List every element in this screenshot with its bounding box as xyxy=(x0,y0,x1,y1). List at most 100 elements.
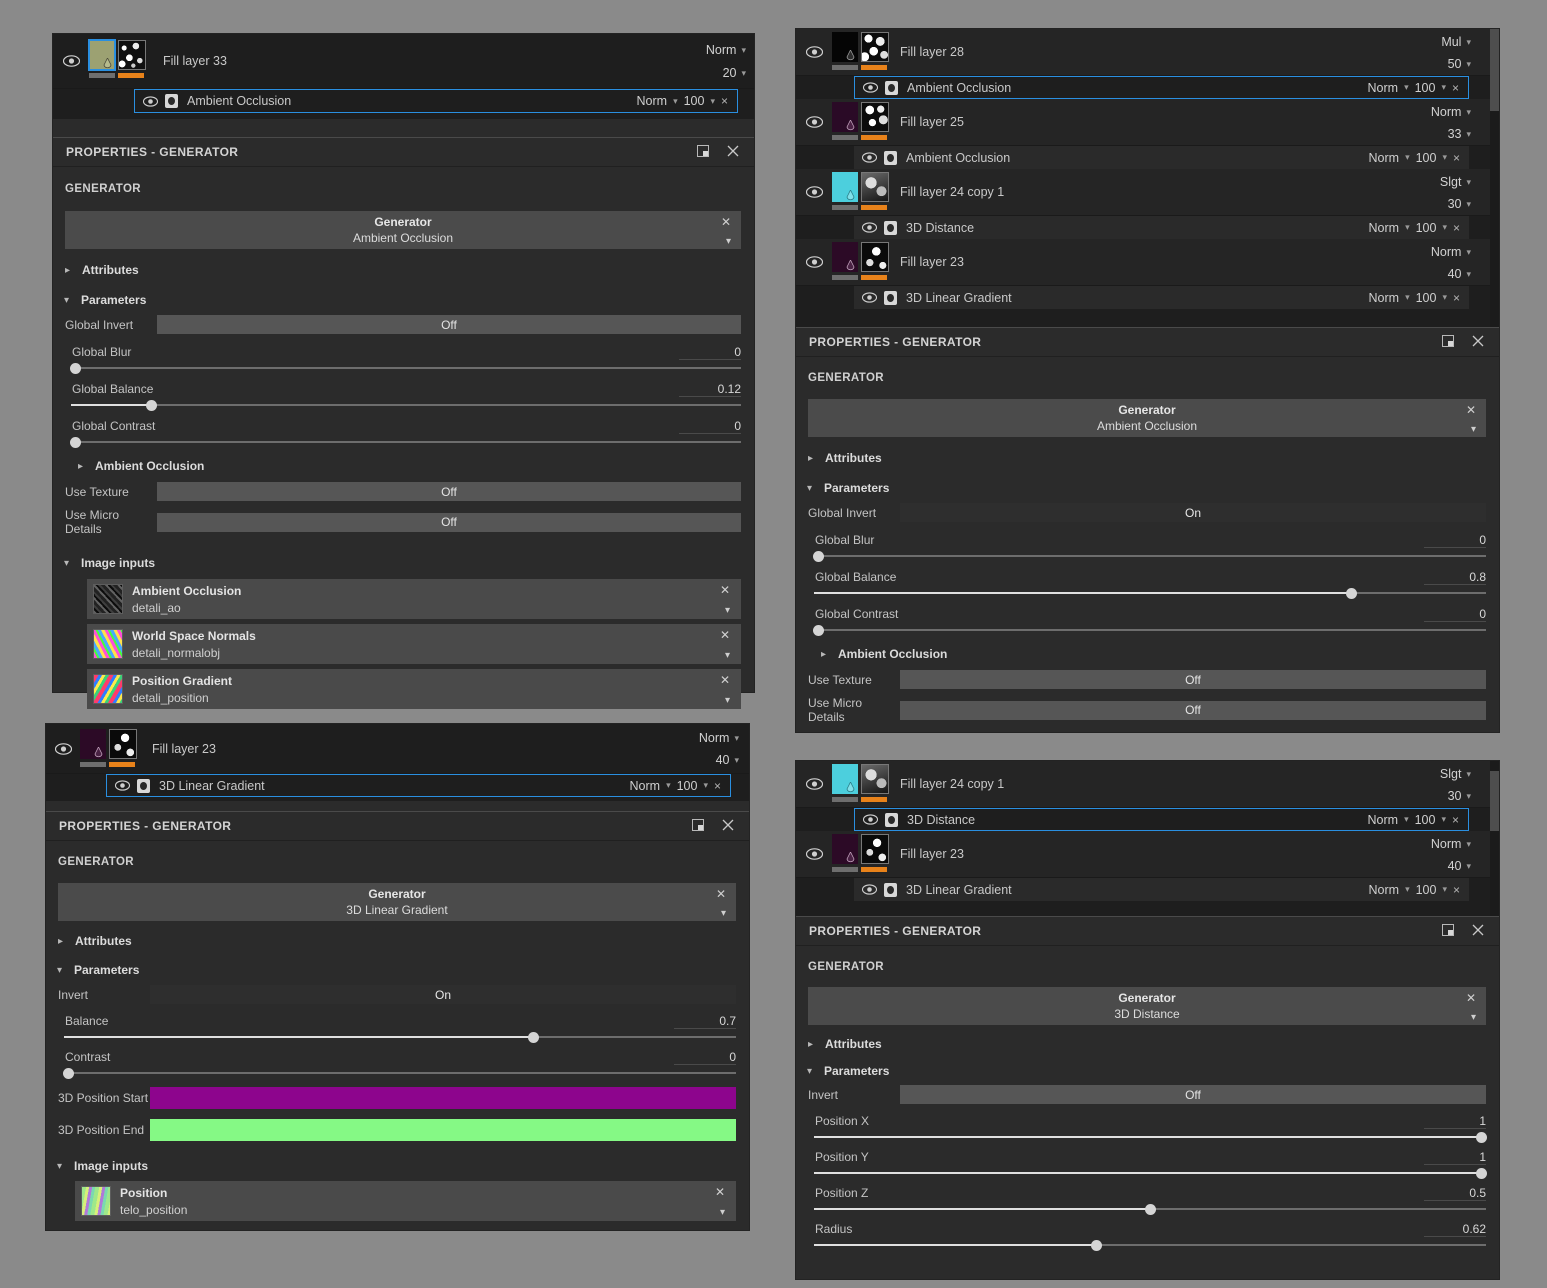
dock-icon[interactable] xyxy=(1442,923,1454,939)
param-slider[interactable] xyxy=(71,399,741,411)
chevron-right-icon[interactable]: ▸ xyxy=(65,264,71,276)
effect-blend-mode[interactable]: Norm xyxy=(636,94,668,108)
chevron-down-icon[interactable]: ▾ xyxy=(1470,1012,1476,1023)
chevron-down-icon[interactable]: ▾ xyxy=(666,780,671,790)
chevron-down-icon[interactable]: ▾ xyxy=(1442,222,1447,232)
chevron-down-icon[interactable]: ▾ xyxy=(1466,36,1471,47)
layer-blend-mode[interactable]: Slgt xyxy=(1439,767,1462,781)
slider-knob[interactable] xyxy=(528,1031,540,1043)
layer-thumbnails[interactable] xyxy=(832,832,894,876)
effect-row[interactable]: 3D Linear Gradient Norm ▾ 100 ▾ × xyxy=(854,286,1469,309)
param-toggle[interactable]: Off xyxy=(157,512,741,532)
chevron-down-icon[interactable]: ▾ xyxy=(1466,768,1471,779)
chevron-down-icon[interactable]: ▾ xyxy=(720,908,726,919)
effect-blend-mode[interactable]: Norm xyxy=(1367,80,1399,95)
effect-opacity[interactable]: 100 xyxy=(1415,290,1437,305)
param-toggle[interactable]: On xyxy=(900,503,1486,522)
layer-mask-thumbnail[interactable] xyxy=(861,32,889,62)
param-slider[interactable] xyxy=(814,1239,1486,1251)
image-inputs-group[interactable]: ▾ Image inputs xyxy=(57,1159,736,1173)
param-slider[interactable] xyxy=(813,550,1486,562)
layer-row[interactable]: Fill layer 33 Norm ▾ 20 ▾ xyxy=(53,34,754,89)
visibility-eye-icon[interactable] xyxy=(107,780,137,791)
layer-row[interactable]: Fill layer 24 copy 1 Slgt ▾ 30 ▾ xyxy=(796,169,1499,216)
param-toggle[interactable]: Off xyxy=(900,1085,1486,1104)
visibility-eye-icon[interactable] xyxy=(854,222,884,233)
chevron-down-icon[interactable]: ▾ xyxy=(1442,152,1447,162)
slider-knob[interactable] xyxy=(70,362,81,374)
effect-row[interactable]: Ambient Occlusion Norm ▾ 100 ▾ × xyxy=(854,146,1469,169)
effect-close-icon[interactable]: × xyxy=(1451,80,1459,95)
effect-opacity[interactable]: 100 xyxy=(1414,80,1436,95)
effect-row-ambient-occlusion[interactable]: Ambient Occlusion Norm ▾ 100 ▾ × xyxy=(134,89,738,113)
chevron-down-icon[interactable]: ▾ xyxy=(1470,424,1476,435)
chevron-down-icon[interactable]: ▾ xyxy=(1442,884,1447,894)
generator-clear-icon[interactable]: ✕ xyxy=(720,215,731,229)
image-input-clear-icon[interactable]: ✕ xyxy=(719,628,730,642)
layer-mask-thumbnail[interactable] xyxy=(861,764,889,794)
layer-row[interactable]: Fill layer 25 Norm ▾ 33 ▾ xyxy=(796,99,1499,146)
param-slider[interactable] xyxy=(70,362,741,374)
generator-clear-icon[interactable]: ✕ xyxy=(1465,403,1476,417)
visibility-eye-icon[interactable] xyxy=(796,848,832,860)
slider-knob[interactable] xyxy=(63,1067,74,1079)
generator-clear-icon[interactable]: ✕ xyxy=(1465,991,1476,1005)
layer-mask-thumbnail[interactable] xyxy=(861,172,889,202)
generator-clear-icon[interactable]: ✕ xyxy=(715,887,726,901)
effect-close-icon[interactable]: × xyxy=(1452,882,1460,897)
effect-opacity[interactable]: 100 xyxy=(1414,812,1436,827)
layer-opacity[interactable]: 20 xyxy=(722,66,737,80)
dock-icon[interactable] xyxy=(692,818,704,834)
effect-row[interactable]: 3D Distance Norm ▾ 100 ▾ × xyxy=(854,216,1469,239)
image-inputs-group[interactable]: ▾ Image inputs xyxy=(64,556,741,570)
layer-mask-thumbnail[interactable] xyxy=(861,834,889,864)
mask-icon[interactable] xyxy=(165,94,178,108)
visibility-eye-icon[interactable] xyxy=(796,256,832,268)
chevron-down-icon[interactable]: ▾ xyxy=(703,780,708,790)
chevron-down-icon[interactable]: ▾ xyxy=(1405,884,1410,894)
chevron-down-icon[interactable]: ▾ xyxy=(724,605,730,616)
layer-color-swatch[interactable] xyxy=(832,764,858,794)
slider-knob[interactable] xyxy=(813,550,824,562)
param-slider[interactable] xyxy=(70,436,741,448)
visibility-eye-icon[interactable] xyxy=(135,95,165,107)
attributes-group[interactable]: ▸ Attributes xyxy=(808,451,1486,465)
chevron-down-icon[interactable]: ▾ xyxy=(1466,860,1471,871)
effect-opacity[interactable]: 100 xyxy=(676,778,698,793)
chevron-down-icon[interactable]: ▾ xyxy=(807,1065,813,1077)
chevron-down-icon[interactable]: ▾ xyxy=(64,294,70,306)
layer-thumbnails[interactable] xyxy=(832,762,894,806)
effect-opacity[interactable]: 100 xyxy=(1415,150,1437,165)
generator-selector[interactable]: Generator 3D Linear Gradient ✕ ▾ xyxy=(58,883,736,921)
param-toggle[interactable]: Off xyxy=(900,700,1486,720)
param-slider[interactable] xyxy=(64,1031,736,1043)
chevron-down-icon[interactable]: ▾ xyxy=(1404,814,1409,824)
parameters-group[interactable]: ▾ Parameters xyxy=(807,1064,1486,1078)
attributes-group[interactable]: ▸ Attributes xyxy=(808,1037,1486,1051)
slider-knob[interactable] xyxy=(1476,1167,1487,1179)
param-value[interactable]: 0.62 xyxy=(1462,1222,1486,1236)
chevron-right-icon[interactable]: ▸ xyxy=(808,452,814,464)
layer-scrollbar[interactable] xyxy=(1490,29,1499,327)
effect-row[interactable]: 3D Linear Gradient Norm ▾ 100 ▾ × xyxy=(854,878,1469,901)
effect-row[interactable]: 3D Distance Norm ▾ 100 ▾ × xyxy=(854,808,1469,831)
visibility-eye-icon[interactable] xyxy=(796,46,832,58)
layer-mask-thumbnail[interactable] xyxy=(861,242,889,272)
layer-row[interactable]: Fill layer 23 Norm ▾ 40 ▾ xyxy=(46,724,749,774)
effect-close-icon[interactable]: × xyxy=(1451,812,1459,827)
chevron-right-icon[interactable]: ▸ xyxy=(808,1038,814,1050)
image-input-row[interactable]: Ambient Occlusion detali_ao ✕ ▾ xyxy=(87,579,741,619)
visibility-eye-icon[interactable] xyxy=(796,778,832,790)
layer-row[interactable]: Fill layer 23 Norm ▾ 40 ▾ xyxy=(796,831,1499,878)
chevron-down-icon[interactable]: ▾ xyxy=(1466,838,1471,849)
param-value[interactable]: 0.8 xyxy=(1469,570,1486,584)
chevron-down-icon[interactable]: ▾ xyxy=(1405,292,1410,302)
param-value[interactable]: 0 xyxy=(734,345,741,359)
chevron-down-icon[interactable]: ▾ xyxy=(724,650,730,661)
chevron-down-icon[interactable]: ▾ xyxy=(1466,246,1471,257)
layer-mask-thumbnail[interactable] xyxy=(109,728,137,759)
slider-knob[interactable] xyxy=(1145,1203,1156,1215)
visibility-eye-icon[interactable] xyxy=(53,55,89,67)
param-toggle[interactable]: On xyxy=(150,985,736,1004)
effect-close-icon[interactable]: × xyxy=(1452,290,1460,305)
